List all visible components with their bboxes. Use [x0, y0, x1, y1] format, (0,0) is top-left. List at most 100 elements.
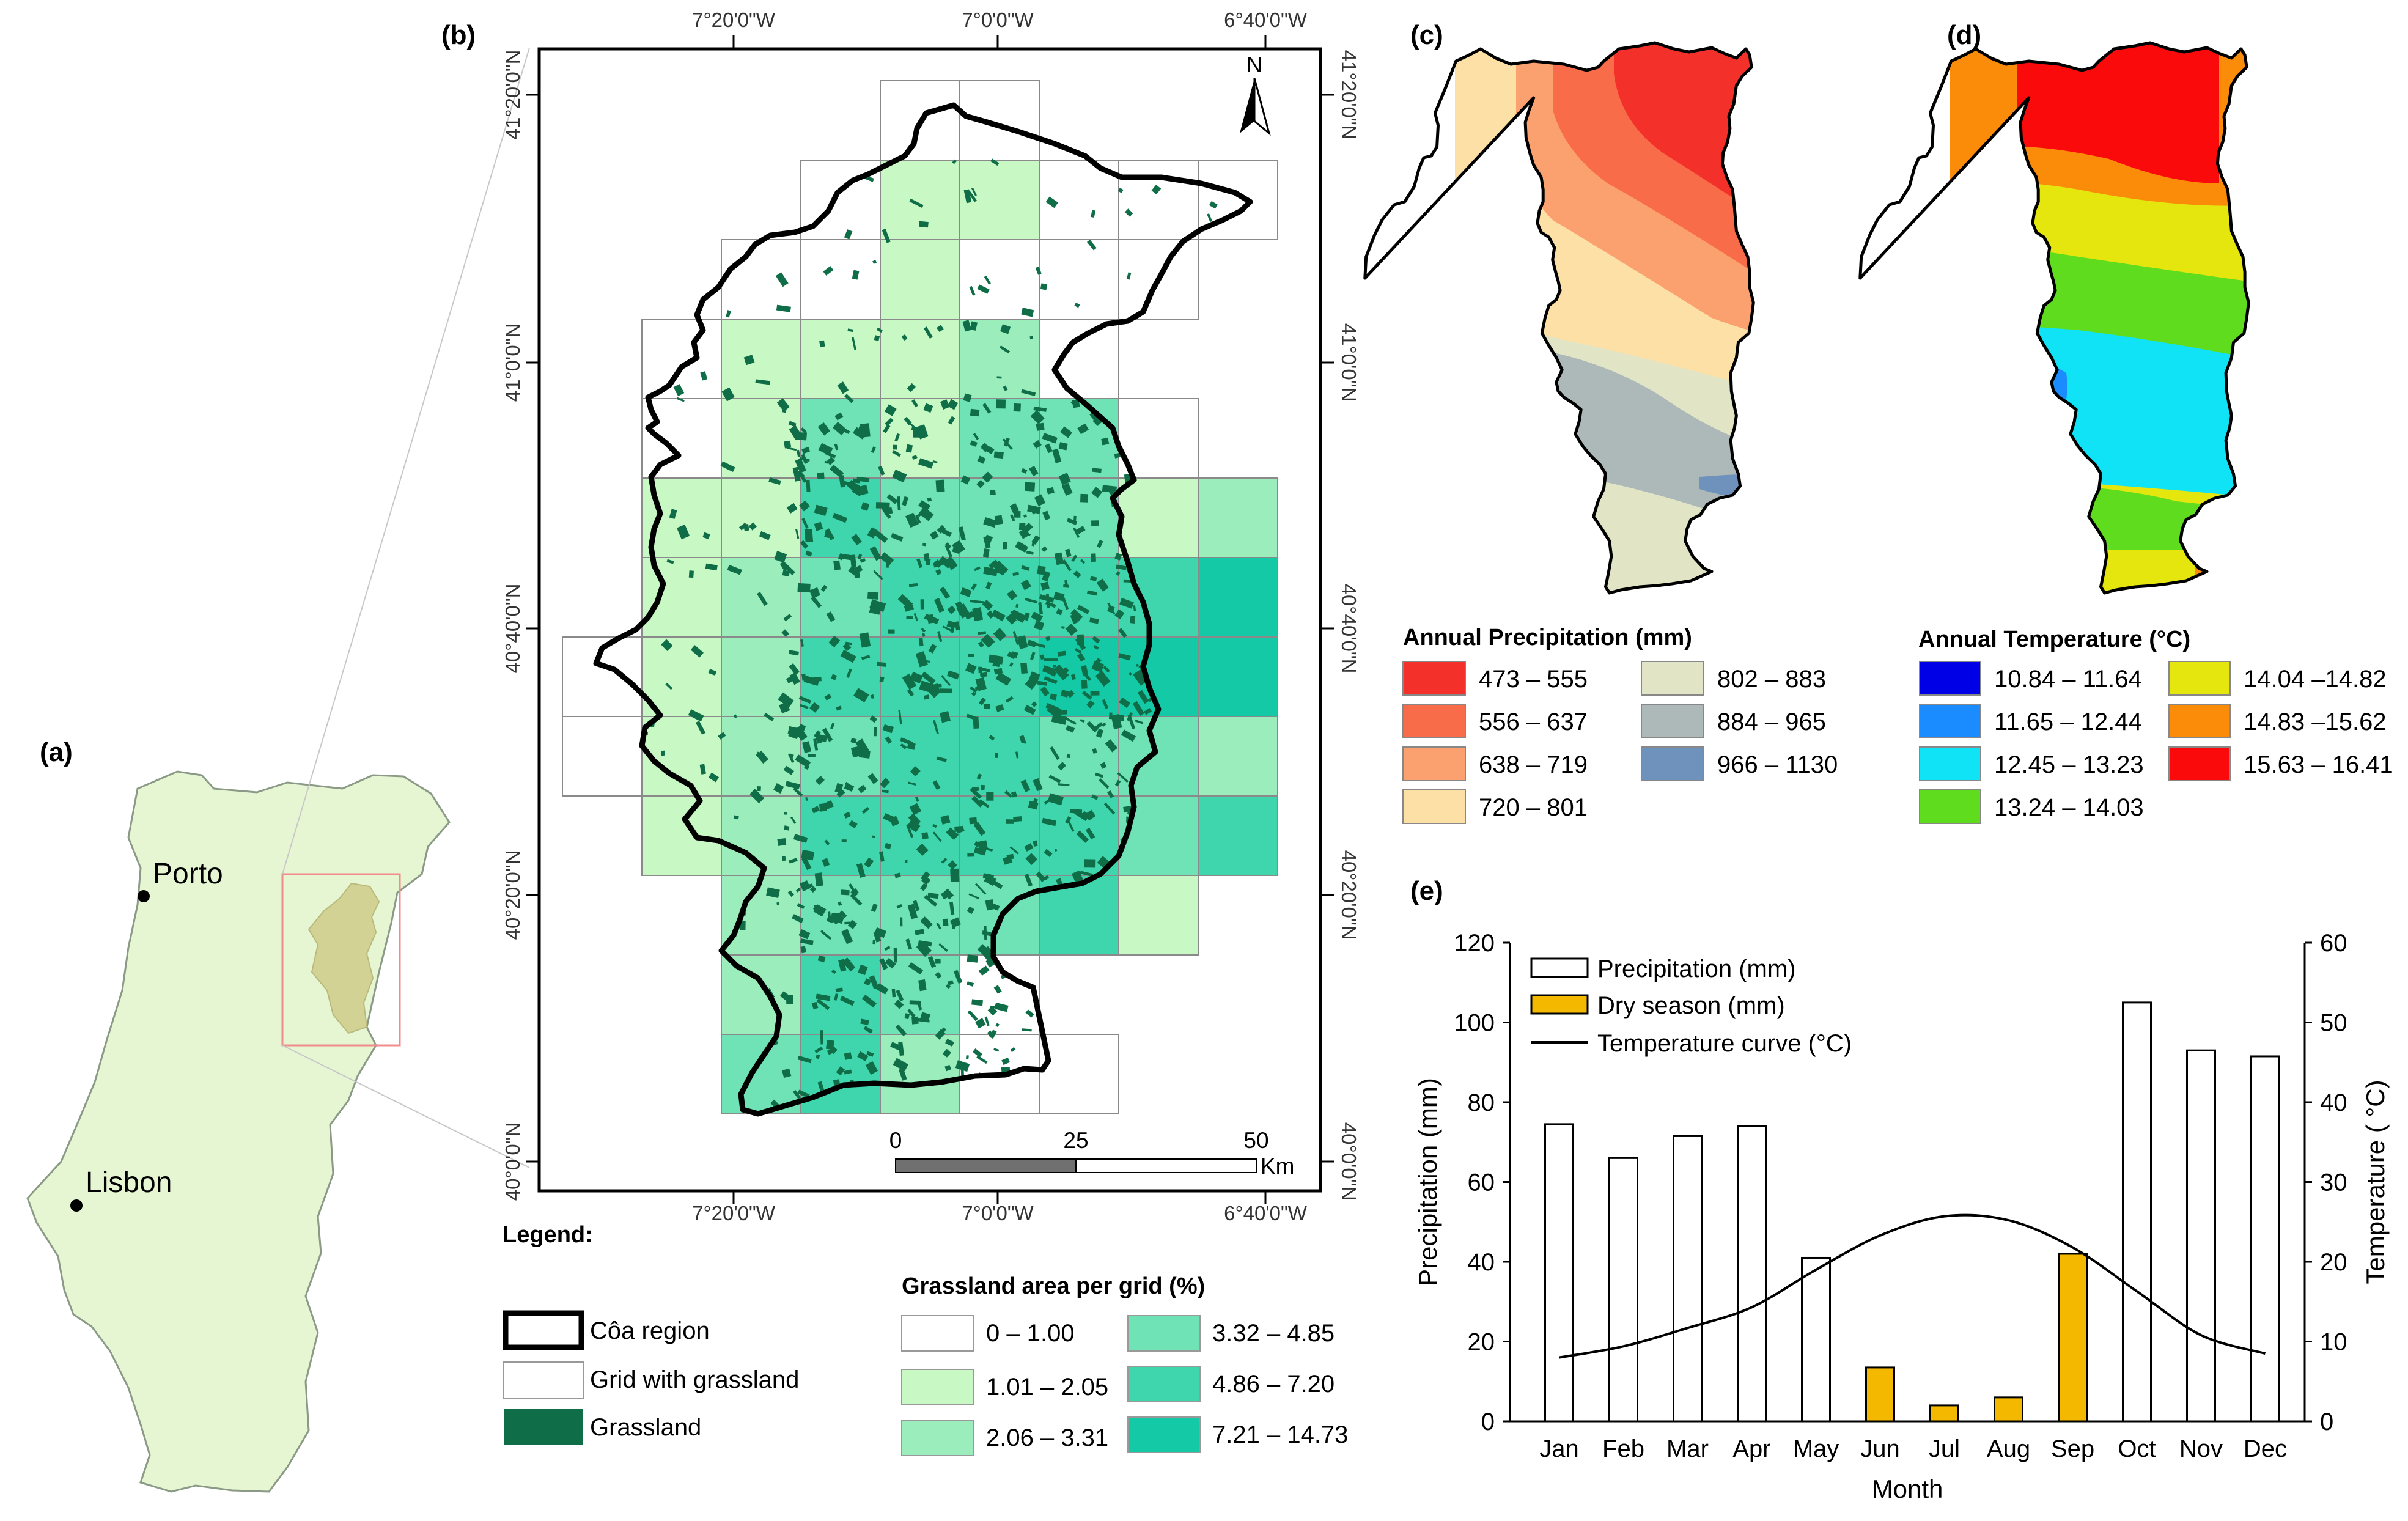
grassland-patch	[832, 512, 848, 523]
grassland-patch	[811, 806, 820, 814]
grassland-patch	[1097, 540, 1103, 548]
grassland-patch	[902, 673, 917, 690]
grassland-patch	[1114, 609, 1125, 620]
grassland-patch	[987, 1006, 998, 1016]
grassland-patch	[809, 587, 820, 598]
grassland-patch	[852, 270, 860, 280]
x-tick-label: Jun	[1860, 1435, 1900, 1462]
grassland-patch	[861, 655, 871, 660]
grassland-patch	[860, 558, 866, 563]
grassland-patch	[894, 872, 901, 878]
grassland-patch	[1108, 712, 1113, 720]
grassland-patch	[836, 705, 842, 711]
lat-labels-left: 41°20'0"N 41°0'0"N 40°40'0"N 40°20'0"N 40°0'…	[501, 50, 524, 1201]
north-label: N	[1246, 52, 1262, 77]
grassland-patch	[783, 765, 794, 775]
precip-region-outline	[1363, 41, 1755, 595]
region-extent-box	[281, 873, 401, 1047]
grassland-patch	[774, 551, 787, 563]
grassland-patch	[1076, 634, 1084, 645]
grass-legend-swatch	[1127, 1416, 1201, 1453]
grassland-patch	[1091, 661, 1105, 672]
grassland-patch	[1020, 779, 1031, 792]
grassland-patch	[894, 1000, 904, 1009]
grassland-patch	[1118, 628, 1127, 638]
bar-mar	[1673, 1135, 1703, 1423]
legend-swatch-coa	[503, 1310, 584, 1350]
grassland-patch	[841, 889, 850, 896]
grassland-patch	[795, 529, 800, 539]
grassland-patch	[1065, 548, 1072, 558]
bar-may	[1801, 1256, 1831, 1423]
grassland-patch	[1029, 465, 1039, 477]
grassland-patch	[665, 682, 673, 690]
grassland-patch	[874, 335, 880, 341]
grassland-patch	[970, 686, 978, 693]
grassland-patch	[1021, 308, 1034, 317]
grassland-patch	[1022, 1028, 1032, 1032]
grassland-patch	[830, 723, 835, 729]
grassland-patch	[907, 904, 918, 919]
grassland-patch	[941, 675, 951, 687]
grid-cell	[721, 398, 801, 479]
grassland-patch	[727, 564, 742, 575]
bar-apr	[1737, 1125, 1767, 1423]
grassland-patch	[1074, 303, 1080, 308]
grassland-patch	[945, 542, 952, 549]
grid-cell	[1039, 239, 1119, 320]
grassland-patch	[952, 159, 957, 164]
grassland-patch	[884, 404, 897, 416]
grassland-patch	[971, 786, 979, 792]
grassland-patch	[1044, 676, 1058, 685]
grassland-patch	[910, 766, 921, 777]
grassland-patch	[782, 1068, 792, 1078]
grassland-patch	[946, 984, 951, 989]
grassland-patch	[1077, 423, 1089, 435]
grassland-patch	[789, 858, 798, 864]
grassland-patch	[1025, 597, 1038, 604]
grassland-patch	[839, 910, 847, 918]
grassland-patch	[874, 727, 877, 737]
legend-label-grid: Grid with grassland	[590, 1366, 799, 1393]
grid-cell	[721, 875, 801, 956]
grassland-patch	[861, 806, 870, 814]
grassland-patch	[785, 781, 800, 790]
grassland-patch	[865, 1061, 878, 1075]
grassland-patch	[994, 515, 1003, 525]
grassland-patch	[802, 741, 812, 753]
grassland-patch	[673, 384, 685, 397]
scale-tick-50: 50	[1243, 1128, 1268, 1153]
grassland-patch	[940, 710, 951, 723]
grassland-patch	[893, 948, 897, 963]
grassland-patch	[1103, 665, 1110, 673]
grassland-patch	[1021, 565, 1030, 571]
grassland-patch	[816, 998, 830, 1011]
grass-legend-label: 3.32 – 4.85	[1212, 1320, 1335, 1347]
grass-legend-swatch	[901, 1420, 974, 1456]
grassland-patch	[911, 455, 918, 460]
grassland-patch	[801, 518, 809, 529]
grassland-patch	[973, 822, 986, 836]
grassland-patch	[1015, 751, 1019, 759]
grassland-patch	[1023, 514, 1027, 518]
legend-label: 473 – 555	[1479, 666, 1588, 693]
grassland-patch	[1004, 790, 1013, 798]
grassland-patch	[926, 558, 931, 565]
grassland-patch	[976, 1055, 988, 1064]
grassland-patch	[1042, 817, 1057, 827]
north-arrow-icon: N	[1240, 52, 1271, 136]
grassland-patch	[830, 465, 844, 478]
grassland-patch	[875, 502, 890, 509]
legend-swatch	[1919, 746, 1981, 781]
grassland-patch	[1045, 443, 1053, 454]
grassland-patch	[960, 587, 972, 597]
grassland-patch	[1013, 816, 1022, 822]
grassland-patch	[817, 422, 831, 436]
grassland-patch	[783, 614, 792, 622]
grassland-patch	[1005, 696, 1014, 703]
grassland-patch	[1114, 779, 1121, 787]
grassland-patch	[1045, 196, 1058, 208]
grassland-patch	[977, 284, 990, 294]
grassland-patch	[1009, 503, 1019, 514]
